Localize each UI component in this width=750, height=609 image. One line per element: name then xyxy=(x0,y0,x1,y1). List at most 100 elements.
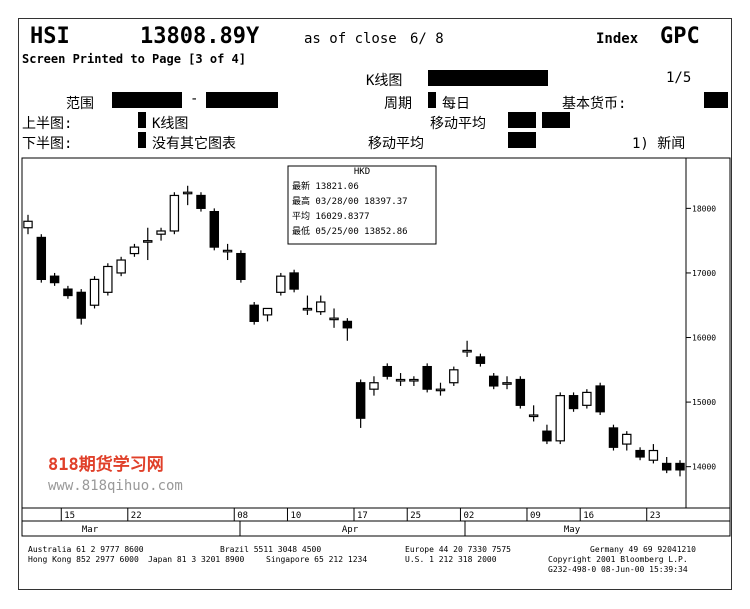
screen-note: Screen Printed to Page [3 of 4] xyxy=(22,52,246,66)
candle-body xyxy=(143,240,153,243)
label: 周期 xyxy=(384,96,412,112)
month-label: Apr xyxy=(342,525,359,535)
candle-body xyxy=(355,382,366,419)
footer: Brazil 5511 3048 4500 xyxy=(220,545,322,554)
candle-body xyxy=(409,378,419,382)
as-of: as of close xyxy=(304,31,397,47)
x-tick-label: 02 xyxy=(463,511,474,521)
x-tick-label: 16 xyxy=(583,511,594,521)
y-tick-label: 16000 xyxy=(692,334,716,343)
candle-body xyxy=(369,382,379,390)
info-row: 最高 03/28/00 18397.37 xyxy=(292,195,408,207)
field[interactable] xyxy=(428,92,436,108)
candle-body xyxy=(262,307,273,316)
x-tick-label: 10 xyxy=(290,511,301,521)
label: 基本货币: xyxy=(562,96,627,112)
code: GPC xyxy=(660,24,700,49)
candle-body xyxy=(23,220,33,229)
watermark: 818期货学习网 xyxy=(48,454,164,475)
kind: Index xyxy=(596,31,639,47)
candle-body xyxy=(276,275,286,293)
info-box xyxy=(287,165,437,245)
candle-body xyxy=(475,356,486,364)
label: 移动平均 xyxy=(368,136,424,152)
candle-body xyxy=(622,433,632,445)
x-tick-label: 23 xyxy=(650,511,661,521)
label: 移动平均 xyxy=(430,116,486,132)
field[interactable] xyxy=(428,70,548,86)
candle-body xyxy=(422,365,432,390)
footer: Japan 81 3 3201 8900 xyxy=(148,555,245,564)
page-count: 1/5 xyxy=(666,70,692,86)
candle-body xyxy=(555,395,565,442)
watermark-url: www.818qihuo.com xyxy=(48,478,183,494)
candle-body xyxy=(515,378,526,406)
dash: - xyxy=(190,91,199,107)
candle-body xyxy=(249,304,259,322)
upper-value: K线图 xyxy=(152,116,189,132)
candle-body xyxy=(236,252,246,281)
label: K线图 xyxy=(366,73,403,89)
field[interactable] xyxy=(138,112,146,128)
field[interactable] xyxy=(542,112,570,128)
footer: Germany 49 69 92041210 xyxy=(590,545,696,554)
y-tick-label: 15000 xyxy=(692,398,716,407)
candle-body xyxy=(182,191,193,195)
candle-body xyxy=(449,369,459,384)
period-value: 每日 xyxy=(442,96,470,112)
candle-body xyxy=(635,449,645,458)
news[interactable]: 1) 新闻 xyxy=(632,136,686,152)
field[interactable] xyxy=(508,132,536,148)
candle-body xyxy=(36,236,47,281)
candle-body xyxy=(582,391,592,406)
candle-body xyxy=(661,462,672,471)
x-tick-label: 22 xyxy=(131,511,142,521)
info-title: HKD xyxy=(354,167,370,177)
field[interactable] xyxy=(206,92,278,108)
candle-body xyxy=(675,462,685,471)
month-label: Mar xyxy=(82,525,99,535)
screen-frame xyxy=(18,18,732,590)
label: 上半图: xyxy=(22,116,73,132)
x-tick-label: 09 xyxy=(530,511,541,521)
candle-body xyxy=(316,301,326,313)
candle-body xyxy=(542,430,552,442)
field[interactable] xyxy=(508,112,536,128)
info-row: 最低 05/25/00 13852.86 xyxy=(292,225,408,237)
candle-body xyxy=(435,388,446,392)
candle-body xyxy=(289,272,299,290)
ticker: HSI xyxy=(30,24,70,49)
candle-body xyxy=(89,278,100,306)
candle-body xyxy=(76,291,86,319)
candle-body xyxy=(502,382,512,385)
footer: G232-498-0 08-Jun-00 15:39:34 xyxy=(548,565,688,574)
x-tick-label: 25 xyxy=(410,511,421,521)
info-row: 最新 13821.06 xyxy=(292,180,359,192)
candle-body xyxy=(103,265,113,293)
candle-body xyxy=(169,194,180,232)
candle-body xyxy=(382,365,392,377)
field[interactable] xyxy=(112,92,182,108)
candle-body xyxy=(222,249,233,253)
field[interactable] xyxy=(138,132,146,148)
candle-body xyxy=(608,427,619,448)
x-tick-label: 08 xyxy=(237,511,248,521)
price: 13808.89Y xyxy=(140,24,260,49)
date: 6/ 8 xyxy=(410,31,444,47)
candle-body xyxy=(49,275,60,284)
plot-frame xyxy=(21,157,731,537)
x-tick-label: 15 xyxy=(64,511,75,521)
candle-body xyxy=(63,288,73,297)
candle-body xyxy=(129,246,140,255)
field[interactable] xyxy=(704,92,728,108)
y-tick-label: 14000 xyxy=(692,463,716,472)
month-label: May xyxy=(564,525,581,535)
footer: Europe 44 20 7330 7575 xyxy=(405,545,511,554)
candle-body xyxy=(462,349,472,353)
candle-body xyxy=(196,194,206,209)
candle-body xyxy=(116,259,126,274)
y-tick-label: 18000 xyxy=(692,204,716,213)
lower-value: 没有其它图表 xyxy=(152,136,236,152)
